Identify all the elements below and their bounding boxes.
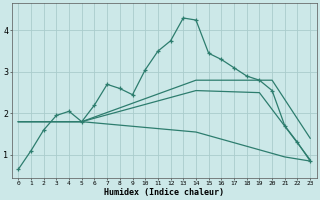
X-axis label: Humidex (Indice chaleur): Humidex (Indice chaleur) [104,188,224,197]
